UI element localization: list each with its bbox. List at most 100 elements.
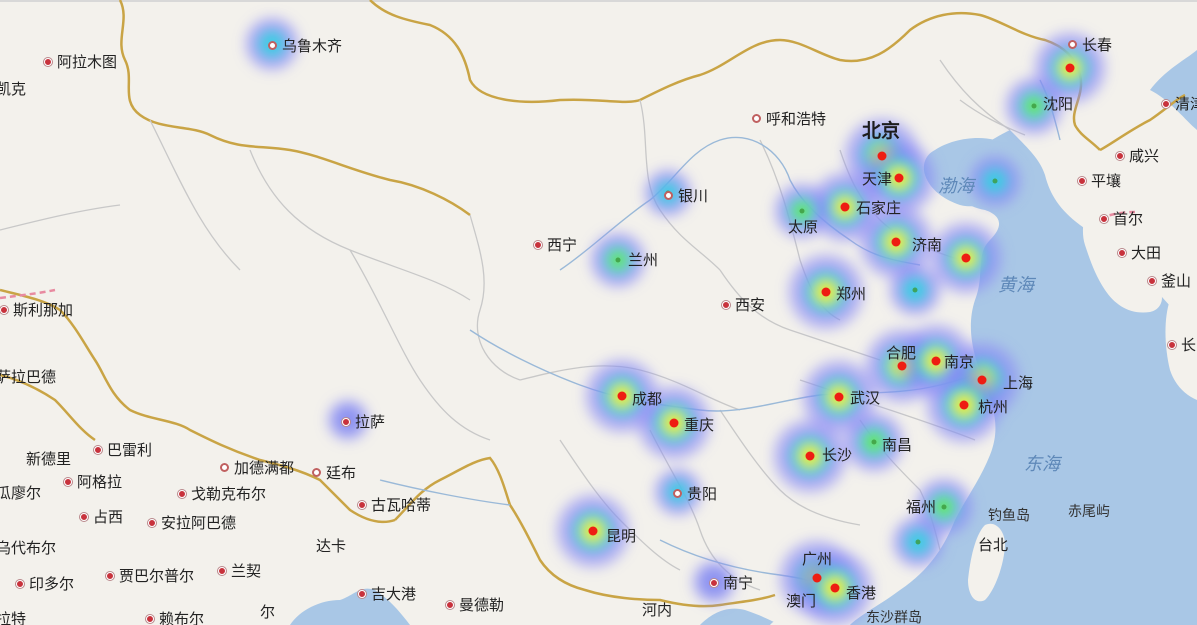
city-label-guiyang: 贵阳 — [673, 485, 717, 503]
city-dot — [178, 489, 186, 498]
city-label-taipei: 台北 — [978, 536, 1008, 554]
city-dot — [0, 305, 8, 314]
city-dot — [106, 571, 114, 580]
city-name: 乌鲁木齐 — [282, 37, 343, 55]
city-name: 太原 — [788, 218, 819, 236]
city-dot — [1148, 276, 1156, 285]
heat-core-合肥 — [897, 361, 907, 371]
city-name: 成都 — [632, 390, 663, 408]
city-name: 银川 — [678, 187, 709, 205]
city-name: 古瓦哈蒂 — [371, 496, 432, 514]
city-name: 上海 — [1003, 374, 1034, 392]
city-name: 长春 — [1082, 36, 1113, 54]
city-label-daejeon: 大田 — [1118, 244, 1161, 262]
city-dot — [94, 445, 102, 454]
city-name: 香港 — [846, 584, 877, 602]
city-label-hangzhou: 杭州 — [978, 398, 1008, 416]
city-name: 钓鱼岛 — [988, 508, 1030, 524]
city-name: 西宁 — [547, 236, 578, 254]
city-label-tianjin: 天津 — [862, 170, 892, 188]
city-name: 加德满都 — [234, 459, 295, 477]
city-label-indore: 印多尔 — [16, 575, 74, 593]
city-label-wuhan: 武汉 — [850, 389, 880, 407]
city-label-jabalpur: 贾巴尔普尔 — [106, 567, 194, 585]
city-label-raipur: 赖布尔 — [146, 610, 204, 625]
city-label-zhengzhou: 郑州 — [836, 285, 866, 303]
japan-land — [1165, 300, 1197, 400]
city-label-jihr: 瓜廖尔 — [0, 484, 41, 502]
city-name: 占西 — [93, 508, 124, 526]
city-dot — [80, 512, 88, 521]
city-name: 东海 — [1024, 454, 1060, 475]
city-name: 清津 — [1175, 95, 1197, 113]
city-name: 咸兴 — [1129, 147, 1160, 165]
city-label-vadodara: 乌代布尔 — [0, 539, 56, 557]
city-label-bohai: 渤海 — [938, 178, 974, 196]
heat-core-大连 — [992, 178, 998, 184]
city-name: 赤尾屿 — [1068, 504, 1110, 520]
top-border — [0, 0, 1197, 2]
yellow-sea — [850, 130, 1197, 625]
city-name: 西安 — [735, 296, 766, 314]
city-dot — [1118, 248, 1126, 257]
heat-core-武汉 — [834, 392, 844, 402]
city-label-ranchi: 兰契 — [218, 562, 261, 580]
taiwan-land — [968, 523, 1005, 602]
city-label-almaty: 阿拉木图 — [44, 53, 117, 71]
city-dot — [1100, 214, 1108, 223]
city-label-kunming: 昆明 — [606, 527, 636, 545]
heat-core-深圳 — [830, 583, 840, 593]
city-name: 南京 — [944, 353, 975, 371]
city-dot — [312, 468, 321, 477]
city-dot — [752, 114, 761, 123]
heat-core-石家庄 — [840, 202, 850, 212]
city-dot — [64, 477, 72, 486]
city-dot — [534, 240, 542, 249]
heat-core-长春 — [1065, 63, 1075, 73]
city-label-changsha: 长沙 — [822, 446, 852, 464]
city-label-tingshi: 廷布 — [312, 464, 356, 482]
heat-core-兰州 — [615, 257, 621, 263]
east-sea — [1150, 50, 1197, 130]
city-label-chittagong: 吉大港 — [358, 585, 416, 603]
city-label-chiwei: 赤尾屿 — [1068, 503, 1110, 521]
city-label-lanzhou: 兰州 — [628, 251, 658, 269]
city-label-busan: 釜山 — [1148, 272, 1191, 290]
korea-land — [1082, 150, 1162, 313]
city-label-donghai: 东海 — [1024, 456, 1060, 474]
city-name: 拉特 — [0, 610, 27, 625]
intl-borders — [0, 0, 1186, 608]
heat-core-杭州 — [959, 400, 969, 410]
city-name: 重庆 — [684, 416, 715, 434]
heat-core-福州 — [941, 504, 947, 510]
city-name: 长 — [1181, 336, 1197, 354]
city-label-dhaka: 达卡 — [316, 537, 346, 555]
heat-core-天津 — [894, 173, 904, 183]
gulf-tonkin — [700, 608, 780, 625]
city-label-diaoyu: 钓鱼岛 — [988, 507, 1030, 525]
city-name: 天津 — [862, 170, 893, 188]
city-label-fuzhou: 福州 — [906, 498, 936, 516]
city-label-kathmandu: 加德满都 — [220, 459, 294, 477]
heat-core-成都 — [617, 391, 627, 401]
city-dot — [342, 417, 350, 426]
city-label-tsu: 尔 — [260, 603, 275, 621]
heat-core-青岛 — [961, 253, 971, 263]
heat-core-重庆 — [669, 418, 679, 428]
city-name: 沈阳 — [1043, 95, 1074, 113]
city-name: 大田 — [1131, 244, 1162, 262]
city-label-yinchuan: 银川 — [664, 187, 708, 205]
city-label-lhasa: 拉萨 — [342, 413, 385, 431]
city-name: 乌代布尔 — [0, 539, 57, 557]
city-name: 兰州 — [628, 251, 659, 269]
heat-core-沈阳 — [1031, 103, 1037, 109]
city-name: 釜山 — [1161, 272, 1192, 290]
city-label-xining: 西宁 — [534, 236, 577, 254]
city-name: 曼德勒 — [459, 596, 505, 614]
city-label-hohhot: 呼和浩特 — [752, 110, 826, 128]
city-name: 石家庄 — [856, 199, 902, 217]
city-label-nanning: 南宁 — [710, 574, 753, 592]
city-label-srinagar: 斯利那加 — [0, 301, 73, 319]
city-name: 贾巴尔普尔 — [119, 567, 195, 585]
